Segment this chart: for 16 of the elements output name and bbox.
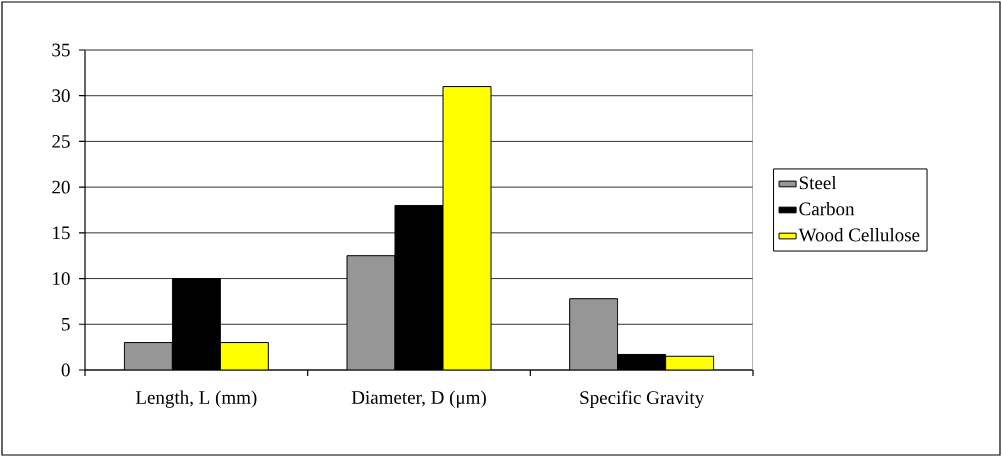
y-tick-label: 10 (53, 272, 70, 285)
y-tick-label: 35 (52, 43, 70, 57)
y-tick-label: 30 (52, 89, 70, 103)
x-tick-label: Length, L (mm) (135, 390, 257, 408)
bar (442, 86, 492, 370)
y-tick-label: 15 (53, 226, 70, 240)
y-tick-label: 5 (62, 317, 70, 331)
bar (219, 342, 269, 370)
x-tick-label: Diameter, D (μm) (351, 390, 486, 408)
legend-label: Carbon (799, 201, 855, 216)
legend-label: Steel (799, 175, 837, 190)
y-tick-label: 20 (52, 180, 70, 194)
y-tick-label: 0 (61, 363, 70, 377)
y-tick-label: 25 (52, 135, 70, 148)
legend-label: Wood Cellulose (798, 228, 920, 242)
x-tick-label: Specific Gravity (580, 390, 705, 408)
